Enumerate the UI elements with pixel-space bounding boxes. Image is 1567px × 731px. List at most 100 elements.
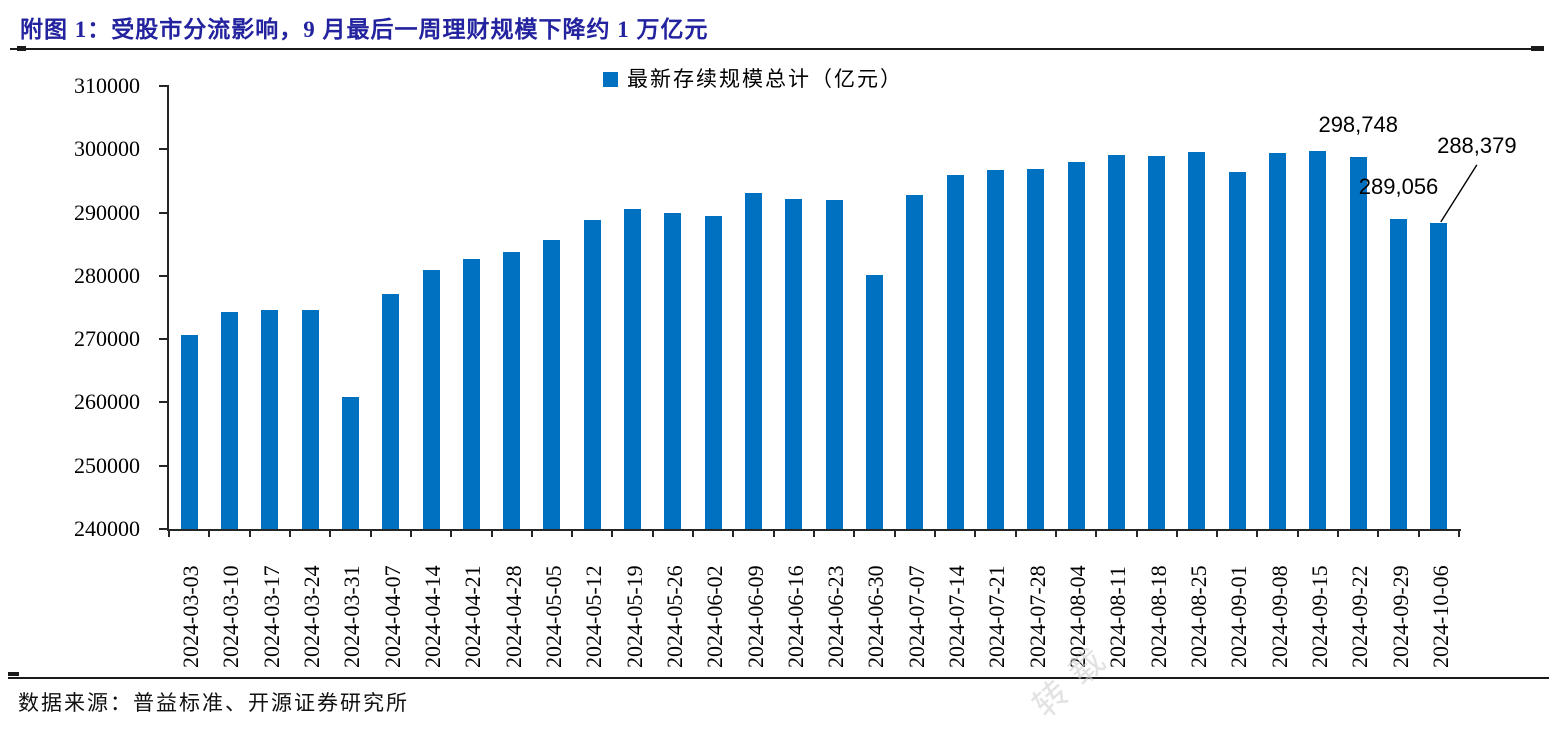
bar-2024-07-07 [906,195,924,529]
bar-2024-05-05 [543,239,561,529]
legend-color-swatch [603,71,618,87]
x-tick-label: 2024-03-10 [218,565,244,668]
bar-2024-04-14 [422,270,440,529]
x-tick-label: 2024-06-02 [702,565,728,668]
data-label-2024-09-22: 298,748 [1318,112,1398,138]
x-tick [1296,531,1299,537]
bar-2024-05-12 [583,220,601,529]
bar-2024-07-21 [986,169,1004,529]
y-tick [159,211,167,214]
x-tick [571,531,574,537]
footer-divider-startcap [8,672,19,676]
x-tick-label: 2024-06-23 [823,565,849,668]
x-tick [530,531,533,537]
bar-2024-03-03 [180,334,198,529]
bar-2024-03-10 [220,311,238,529]
y-tick [159,464,167,467]
x-tick [1256,531,1259,537]
bar-2024-09-22 [1349,157,1367,529]
x-tick-label: 2024-09-15 [1306,565,1332,668]
x-tick-label: 2024-06-30 [863,565,889,668]
bar-2024-06-09 [745,192,763,529]
x-tick [450,531,453,537]
legend-label: 最新存续规模总计（亿元） [627,67,903,91]
source-note: 数据来源：普益标准、开源证券研究所 [18,691,409,715]
x-tick-label: 2024-04-14 [420,565,446,668]
bar-2024-03-17 [261,310,279,529]
bar-2024-09-15 [1309,151,1327,529]
y-tick-label: 270000 [74,326,140,352]
x-tick [1095,531,1098,537]
x-tick-label: 2024-05-05 [540,565,566,668]
data-label-2024-10-06: 288,379 [1437,132,1517,158]
bar-2024-06-16 [785,198,803,529]
x-tick-label: 2024-04-28 [500,565,526,668]
x-tick-label: 2024-03-24 [299,565,325,668]
bar-2024-08-18 [1148,155,1166,529]
x-tick [248,531,251,537]
y-axis-line [167,85,169,531]
y-tick-label: 300000 [74,136,140,162]
y-tick [159,148,167,151]
x-tick [893,531,896,537]
x-tick [732,531,735,537]
x-tick-label: 2024-08-18 [1145,565,1171,668]
x-tick-label: 2024-07-14 [944,565,970,668]
bar-2024-04-07 [382,293,400,529]
x-tick-label: 2024-04-07 [379,565,405,668]
bar-2024-06-23 [825,199,843,529]
bar-2024-07-28 [1027,168,1045,529]
y-tick-label: 290000 [74,199,140,225]
x-tick-label: 2024-05-12 [581,565,607,668]
x-tick [1014,531,1017,537]
bar-2024-06-30 [865,274,883,529]
x-tick-label: 2024-09-29 [1387,565,1413,668]
footer-divider [8,677,1549,679]
x-tick-label: 2024-07-28 [1024,565,1050,668]
bar-2024-08-25 [1188,151,1206,529]
x-tick [1054,531,1057,537]
title-divider-endcap [1531,46,1544,51]
x-tick [1337,531,1340,537]
title-divider-startcap [17,46,26,51]
x-tick [692,531,695,537]
y-tick-label: 280000 [74,262,140,288]
y-tick-label: 240000 [74,516,140,541]
y-tick [159,401,167,404]
title-divider [10,48,1543,50]
bar-2024-09-01 [1228,172,1246,529]
x-tick [813,531,815,537]
x-tick-label: 2024-03-03 [178,565,204,668]
x-tick [611,531,614,537]
x-tick-label: 2024-05-26 [661,565,687,668]
bar-2024-05-19 [624,208,642,529]
bar-2024-06-02 [704,216,722,529]
bar-2024-09-08 [1269,153,1287,529]
x-tick-label: 2024-03-31 [339,565,365,668]
x-tick-label: 2024-03-17 [258,565,284,668]
x-tick-label: 2024-09-22 [1347,565,1373,668]
bar-2024-08-04 [1067,161,1085,529]
x-tick-label: 2024-05-19 [621,565,647,668]
y-tick [159,338,167,341]
x-tick [1135,531,1138,537]
x-tick [1175,531,1178,537]
x-tick [1216,531,1219,537]
y-tick-label: 250000 [74,452,140,478]
x-tick-label: 2024-07-07 [903,565,929,668]
x-tick-label: 2024-07-21 [984,565,1010,668]
x-tick [1377,531,1380,537]
bar-2024-05-26 [664,212,682,529]
x-tick [168,531,170,537]
x-tick [369,531,372,537]
y-tick [159,85,167,87]
chart-legend: 最新存续规模总计（亿元） [603,63,903,93]
x-tick [853,531,856,537]
x-tick-label: 2024-09-08 [1266,565,1292,668]
y-tick-label: 310000 [74,73,140,98]
x-tick-label: 2024-06-09 [742,565,768,668]
x-tick [974,531,977,537]
y-tick [159,528,167,530]
